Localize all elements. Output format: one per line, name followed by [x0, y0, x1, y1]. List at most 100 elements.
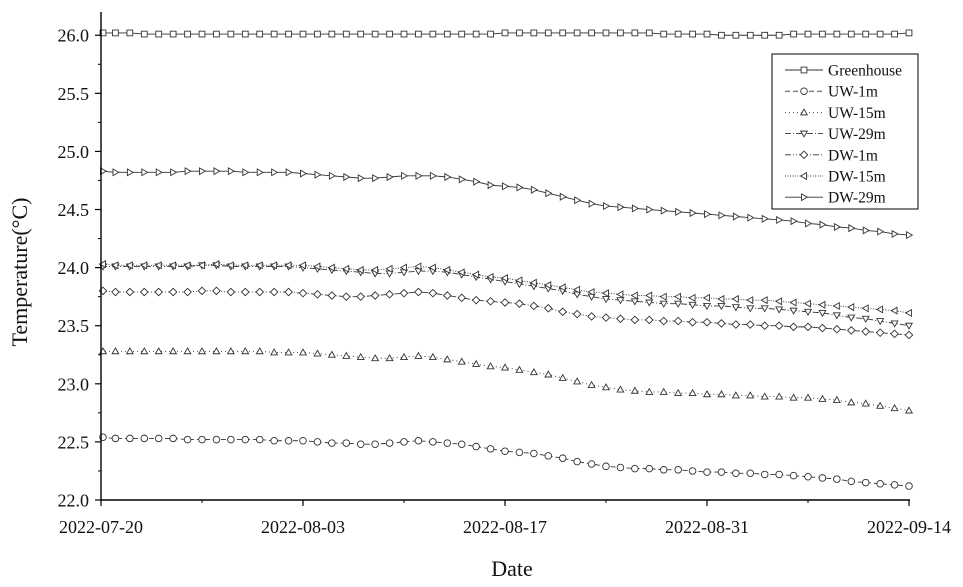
data-point [789, 322, 798, 332]
data-point [213, 167, 221, 176]
data-point [861, 327, 871, 336]
data-point [732, 469, 740, 478]
data-point [227, 30, 235, 38]
data-point [385, 354, 394, 362]
data-point [111, 347, 120, 355]
data-point [271, 168, 279, 177]
data-point [140, 261, 148, 270]
data-point [370, 265, 379, 275]
data-point [702, 390, 712, 398]
data-point [790, 217, 798, 226]
data-point [443, 265, 451, 275]
data-point [471, 270, 480, 279]
data-point [313, 349, 322, 357]
data-point [341, 292, 351, 302]
data-point [688, 467, 697, 475]
data-point [154, 261, 162, 270]
data-point [515, 448, 524, 457]
x-axis-label: Date [491, 556, 533, 581]
y-tick-label: 22.5 [58, 432, 90, 452]
data-point [399, 352, 409, 361]
data-point [226, 347, 235, 355]
series-dw-1m [98, 286, 914, 340]
data-point [904, 308, 912, 318]
data-point [544, 452, 553, 460]
data-point [645, 299, 654, 307]
series-line-uw-15m [101, 350, 910, 411]
data-point [169, 434, 177, 443]
data-point [429, 438, 437, 446]
data-point [255, 261, 263, 270]
data-point [861, 315, 870, 323]
data-point [702, 317, 712, 327]
data-point [602, 29, 610, 37]
data-point [631, 464, 639, 473]
data-point [241, 347, 250, 355]
data-point [327, 263, 335, 272]
data-point [904, 330, 914, 340]
data-point [573, 29, 581, 37]
x-tick-label: 2022-09-14 [867, 517, 951, 537]
data-point [862, 30, 870, 38]
data-point [140, 30, 148, 38]
data-point [746, 305, 755, 313]
legend-item-uw-15m: UW-15m [785, 105, 886, 122]
data-point [544, 370, 553, 378]
series-uw-29m [98, 262, 914, 330]
data-point [818, 323, 827, 333]
data-point [543, 303, 553, 313]
data-point [141, 168, 149, 177]
data-point [760, 305, 769, 313]
data-point [399, 263, 407, 272]
data-point [458, 30, 466, 38]
data-point [356, 352, 365, 361]
data-point [689, 208, 697, 218]
data-point [299, 436, 307, 445]
data-point [284, 436, 293, 445]
data-point [443, 439, 452, 447]
data-point [226, 261, 234, 270]
data-point [890, 320, 899, 328]
data-point [154, 347, 163, 355]
data-point [111, 261, 119, 270]
data-point [891, 30, 898, 38]
legend-item-greenhouse: Greenhouse [785, 63, 902, 80]
data-point [847, 477, 856, 486]
data-point [703, 468, 711, 476]
data-point [98, 260, 106, 269]
data-point [891, 229, 899, 238]
data-point [603, 201, 611, 211]
series-line-uw-29m [101, 264, 910, 327]
data-point [616, 314, 625, 324]
data-point [790, 30, 797, 38]
data-point [530, 449, 538, 458]
data-point [414, 351, 423, 359]
data-point [256, 168, 264, 177]
data-point [385, 290, 394, 299]
data-point [558, 373, 567, 381]
data-point [876, 30, 884, 38]
data-point [746, 296, 754, 305]
chart-legend: Greenhouse UW-1m UW-15m UW-29m DW-1m DW-15m DW… [771, 53, 919, 210]
legend-label: DW-1m [828, 147, 878, 164]
data-point [573, 377, 582, 385]
data-point [703, 30, 711, 38]
data-point [760, 392, 769, 400]
data-point [414, 436, 423, 445]
data-point [675, 207, 683, 216]
data-point [601, 296, 611, 304]
data-point [270, 348, 279, 356]
data-point [630, 298, 639, 306]
data-point [356, 265, 364, 275]
data-point [832, 301, 840, 311]
data-point [472, 30, 480, 38]
data-point [285, 168, 293, 177]
data-point [718, 211, 726, 220]
data-point [471, 295, 481, 305]
data-point [818, 300, 826, 309]
data-point [500, 363, 510, 371]
data-point [746, 469, 755, 478]
data-point [674, 388, 683, 397]
data-point [241, 435, 250, 444]
data-point [789, 307, 798, 315]
